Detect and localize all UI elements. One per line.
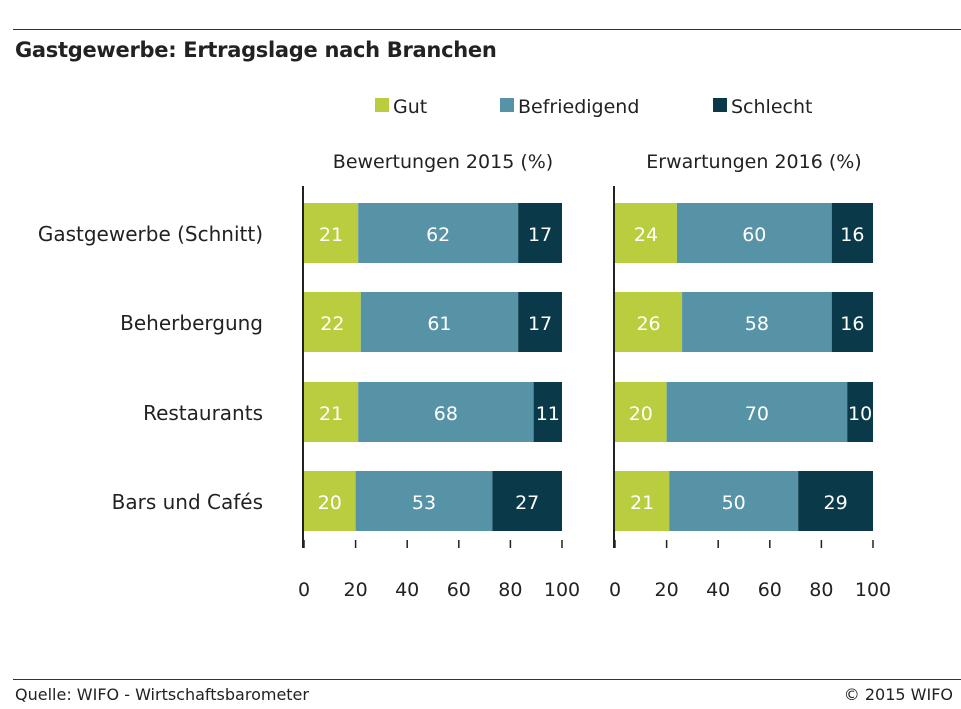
x-tick-label-0-4: 80 (498, 579, 522, 601)
copyright-note: © 2015 WIFO (843, 685, 953, 704)
bar-0-1-1 (360, 292, 519, 352)
legend-swatch-1 (500, 98, 514, 112)
bar-1-1-1 (682, 292, 832, 352)
x-tick-label-0-0: 0 (298, 579, 310, 601)
bar-0-2-2 (533, 382, 562, 442)
bar-0-0-0 (304, 203, 359, 263)
bar-0-3-2 (492, 471, 562, 531)
bar-label-0-2-0: 21 (319, 403, 343, 425)
bar-1-0-1 (676, 203, 832, 263)
category-label-3: Bars und Cafés (112, 490, 263, 514)
bar-1-1-2 (831, 292, 873, 352)
bar-1-1-0 (615, 292, 683, 352)
bar-label-0-3-1: 53 (412, 492, 436, 514)
x-tick-label-1-0: 0 (609, 579, 621, 601)
bar-1-0-2 (831, 203, 873, 263)
x-tick-label-0-2: 40 (395, 579, 419, 601)
bar-label-0-1-1: 61 (427, 313, 451, 335)
bar-1-2-1 (666, 382, 848, 442)
bar-1-0-0 (615, 203, 677, 263)
bar-1-3-1 (669, 471, 799, 531)
x-tick-label-1-3: 60 (758, 579, 782, 601)
panel-title-1: Erwartungen 2016 (%) (646, 151, 861, 173)
legend-label-0: Gut (393, 96, 427, 118)
bar-label-1-1-1: 58 (745, 313, 769, 335)
legend-label-2: Schlecht (731, 96, 812, 118)
bar-label-1-0-1: 60 (742, 224, 766, 246)
chart-title: Gastgewerbe: Ertragslage nach Branchen (15, 38, 497, 62)
bar-label-0-2-2: 11 (536, 403, 560, 425)
bar-label-1-2-2: 10 (848, 403, 872, 425)
bar-0-0-1 (358, 203, 519, 263)
x-tick-label-0-1: 20 (344, 579, 368, 601)
bottom-rule (13, 679, 961, 680)
bar-label-0-3-2: 27 (515, 492, 539, 514)
bar-label-0-2-1: 68 (434, 403, 458, 425)
bar-label-1-3-0: 21 (630, 492, 654, 514)
bar-1-3-2 (798, 471, 873, 531)
x-tick-label-1-2: 40 (706, 579, 730, 601)
bar-label-0-1-2: 17 (528, 313, 552, 335)
bar-0-2-1 (358, 382, 534, 442)
bar-label-1-3-1: 50 (722, 492, 746, 514)
bar-0-2-0 (304, 382, 359, 442)
bar-0-1-2 (518, 292, 562, 352)
bar-label-1-3-2: 29 (823, 492, 847, 514)
bar-1-2-0 (615, 382, 667, 442)
bar-0-1-0 (304, 292, 361, 352)
legend-swatch-0 (375, 98, 389, 112)
bar-label-1-0-2: 16 (840, 224, 864, 246)
legend-swatch-2 (713, 98, 727, 112)
bar-0-3-0 (304, 471, 356, 531)
x-tick-label-1-4: 80 (809, 579, 833, 601)
bar-label-0-1-0: 22 (320, 313, 344, 335)
panel-title-0: Bewertungen 2015 (%) (333, 151, 553, 173)
bar-0-3-1 (355, 471, 493, 531)
bar-label-0-3-0: 20 (318, 492, 342, 514)
bar-label-1-2-1: 70 (745, 403, 769, 425)
source-note: Quelle: WIFO - Wirtschaftsbarometer (15, 685, 309, 704)
legend-label-1: Befriedigend (518, 96, 639, 118)
bar-label-0-0-2: 17 (528, 224, 552, 246)
bar-label-1-1-0: 26 (636, 313, 660, 335)
category-label-2: Restaurants (143, 401, 263, 425)
bar-label-0-0-0: 21 (319, 224, 343, 246)
bar-1-2-2 (847, 382, 873, 442)
top-rule (13, 29, 961, 30)
bar-label-1-1-2: 16 (840, 313, 864, 335)
category-label-0: Gastgewerbe (Schnitt) (38, 222, 263, 246)
category-label-1: Beherbergung (120, 311, 263, 335)
bar-label-0-0-1: 62 (426, 224, 450, 246)
bar-0-0-2 (518, 203, 562, 263)
x-tick-label-1-5: 100 (855, 579, 891, 601)
x-tick-label-0-3: 60 (447, 579, 471, 601)
bar-1-3-0 (615, 471, 670, 531)
bar-label-1-2-0: 20 (629, 403, 653, 425)
bar-label-1-0-0: 24 (634, 224, 658, 246)
x-tick-label-1-1: 20 (655, 579, 679, 601)
x-tick-label-0-5: 100 (544, 579, 580, 601)
